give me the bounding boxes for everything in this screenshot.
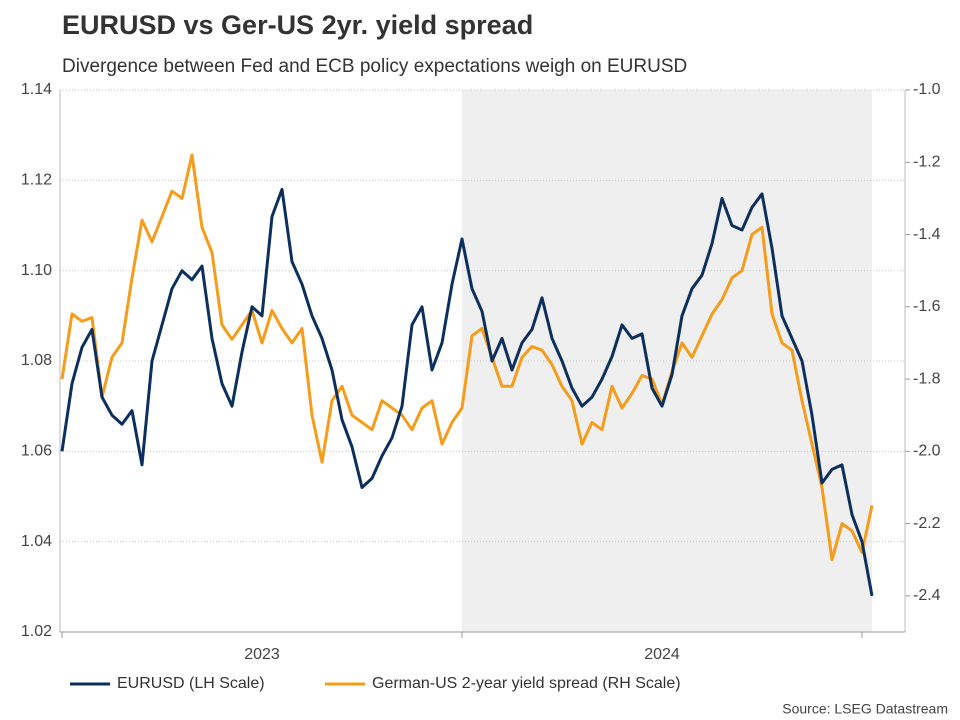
y-tick-label: 1.14 [21, 81, 52, 98]
y2-tick-label: -1.4 [913, 226, 941, 243]
legend-label: German-US 2-year yield spread (RH Scale) [372, 675, 681, 692]
y2-tick-label: -2.4 [913, 587, 941, 604]
series-line [60, 187, 874, 597]
y-tick-label: 1.10 [21, 262, 52, 279]
y-tick-label: 1.02 [21, 623, 52, 640]
chart-subtitle: Divergence between Fed and ECB policy ex… [62, 56, 687, 77]
x-tick-label: 2024 [644, 646, 680, 663]
source-note: Source: LSEG Datastream [782, 701, 948, 717]
y-tick-label: 1.12 [21, 172, 52, 189]
x-tick-label: 2023 [244, 646, 280, 663]
y2-tick-label: -1.8 [913, 370, 941, 387]
y2-tick-label: -1.0 [913, 81, 941, 98]
y2-tick-label: -2.2 [913, 515, 941, 532]
series-line [60, 153, 874, 562]
y2-tick-label: -1.6 [913, 298, 941, 315]
chart-title: EURUSD vs Ger-US 2yr. yield spread [62, 10, 533, 40]
y-tick-label: 1.06 [21, 443, 52, 460]
y2-tick-label: -1.2 [913, 153, 941, 170]
y-tick-label: 1.04 [21, 533, 52, 550]
y-tick-label: 1.08 [21, 352, 52, 369]
y2-tick-label: -2.0 [913, 443, 941, 460]
legend-label: EURUSD (LH Scale) [117, 675, 265, 692]
